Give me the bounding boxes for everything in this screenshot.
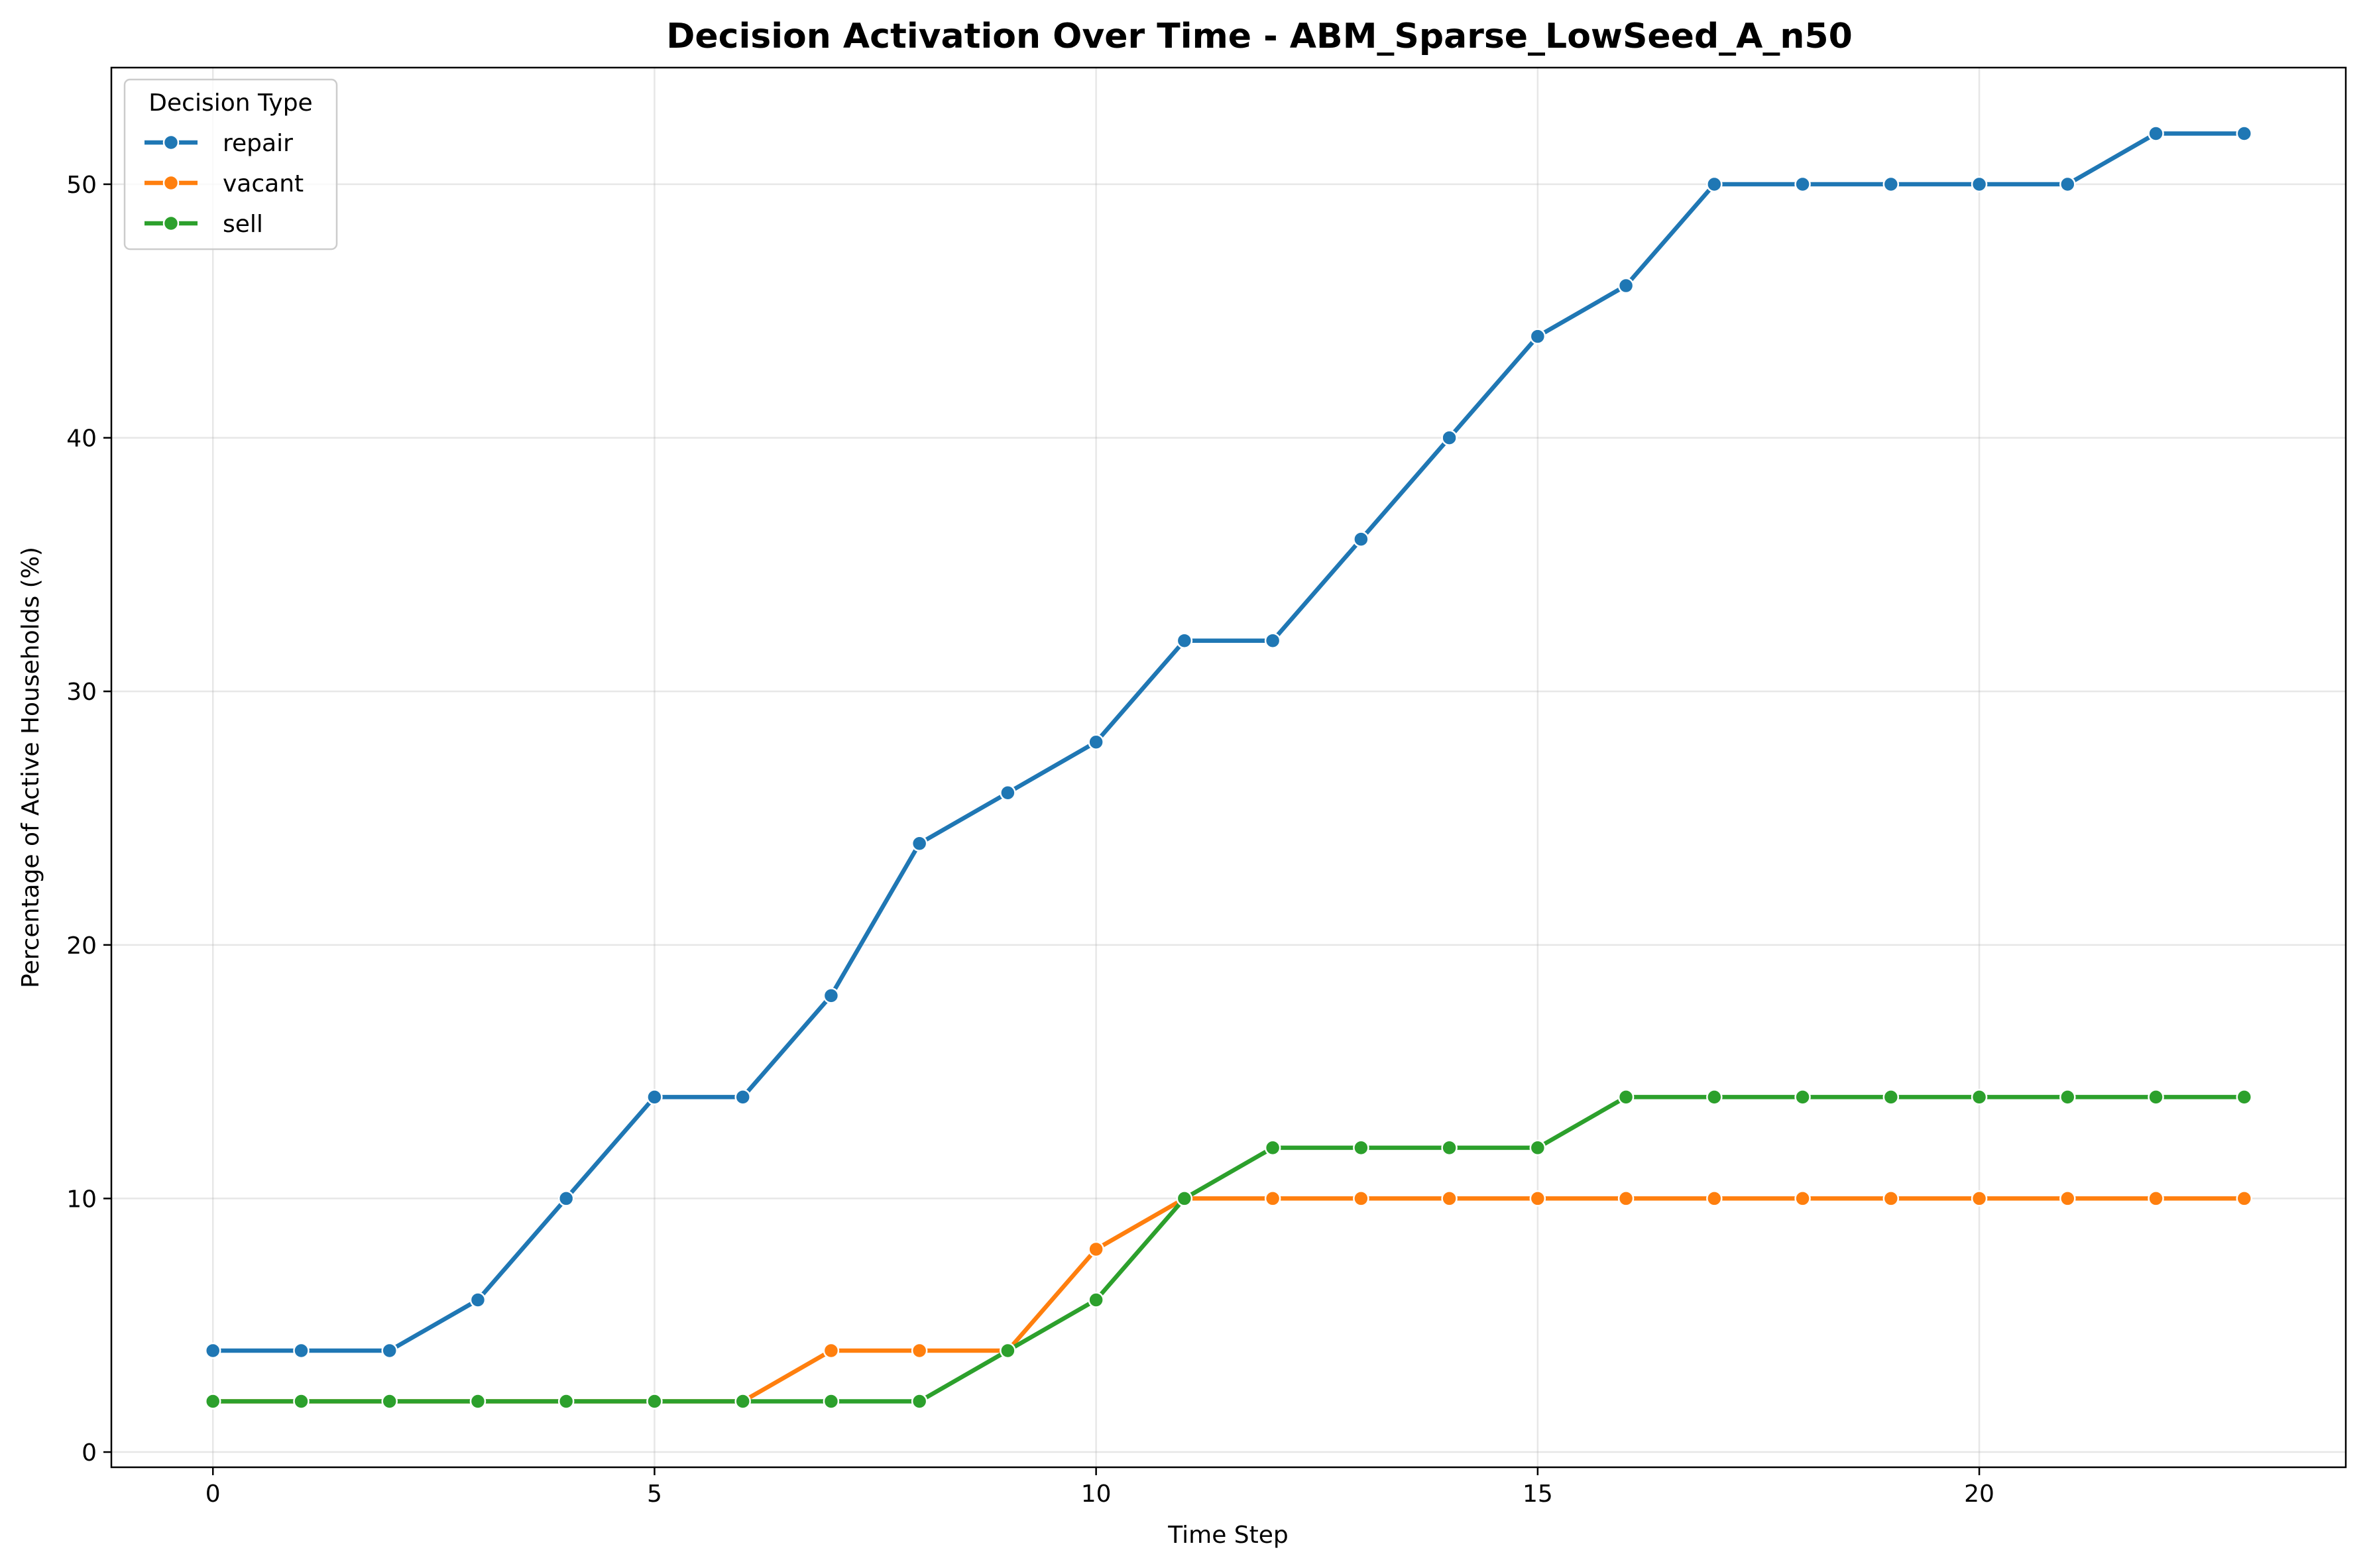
y-tick-label: 20 [66, 932, 97, 960]
vacant-point [1706, 1190, 1723, 1207]
legend-title: Decision Type [148, 89, 312, 117]
sell-point [1000, 1342, 1016, 1359]
repair-point [204, 1342, 221, 1359]
vacant-point [1353, 1190, 1369, 1207]
repair-point [911, 835, 928, 852]
sell-point [2236, 1089, 2253, 1105]
repair-point [2148, 125, 2164, 142]
repair-point [1353, 531, 1369, 547]
sell-point [1353, 1139, 1369, 1156]
x-tick-label: 15 [1523, 1481, 1553, 1508]
vacant-point [2236, 1190, 2253, 1207]
sell-line [210, 1095, 2247, 1404]
repair-point [823, 987, 840, 1004]
vacant-point [2148, 1190, 2164, 1207]
vacant-point [1088, 1241, 1104, 1258]
sell-point [1706, 1089, 1723, 1105]
y-tick-label: 10 [66, 1186, 97, 1213]
series-group [204, 125, 2253, 1410]
vacant-point [1441, 1190, 1458, 1207]
sell-point [1882, 1089, 1900, 1105]
sell-point [204, 1393, 221, 1410]
sell-point [1617, 1089, 1635, 1105]
repair-line [210, 131, 2247, 1353]
vacant-point [2059, 1190, 2076, 1207]
repair-point [646, 1089, 663, 1105]
sell-point [1088, 1292, 1104, 1308]
legend: Decision Type repair vacant sell [123, 78, 338, 251]
sell-point [1264, 1139, 1281, 1156]
x-tick-label: 5 [647, 1481, 662, 1508]
y-tick-label: 0 [82, 1439, 97, 1467]
series-repair [204, 125, 2253, 1359]
vacant-point [823, 1342, 840, 1359]
y-tick-label: 40 [66, 425, 97, 453]
vacant-point [1794, 1190, 1811, 1207]
sell-point [381, 1393, 398, 1410]
sell-point [1794, 1089, 1811, 1105]
repair-point [381, 1342, 398, 1359]
sell-point [2148, 1089, 2164, 1105]
sell-point [2059, 1089, 2076, 1105]
repair-point [1088, 734, 1104, 750]
legend-label-repair: repair [223, 130, 293, 157]
legend-label-sell: sell [223, 211, 263, 238]
x-axis-label: Time Step [1167, 1522, 1289, 1549]
repair-point [1441, 429, 1458, 446]
plot-frame [110, 66, 2347, 1469]
repair-point [557, 1190, 575, 1207]
repair-point [1794, 176, 1811, 193]
y-tick-label: 50 [66, 172, 97, 199]
vacant-point [1264, 1190, 1281, 1207]
repair-point [1000, 785, 1016, 801]
legend-marker-vacant [162, 174, 180, 192]
legend-box [123, 78, 338, 251]
sell-point [1971, 1089, 1988, 1105]
x-tick-label: 10 [1081, 1481, 1112, 1508]
legend-label-vacant: vacant [223, 170, 304, 197]
repair-point [2236, 125, 2253, 142]
repair-point [1176, 632, 1193, 649]
vacant-point [911, 1342, 928, 1359]
sell-point [1441, 1139, 1458, 1156]
repair-point [469, 1292, 487, 1308]
legend-marker-repair [162, 134, 180, 151]
x-tick-label: 20 [1964, 1481, 1994, 1508]
vacant-point [1529, 1190, 1546, 1207]
grid [111, 68, 2346, 1467]
vacant-point [1882, 1190, 1900, 1207]
sell-point [293, 1393, 310, 1410]
repair-point [1971, 176, 1988, 193]
series-sell [204, 1089, 2253, 1410]
sell-point [646, 1393, 663, 1410]
sell-point [469, 1393, 487, 1410]
repair-point [1264, 632, 1281, 649]
repair-point [293, 1342, 310, 1359]
x-tick-label: 0 [205, 1481, 221, 1508]
sell-point [823, 1393, 840, 1410]
sell-point [1176, 1190, 1193, 1207]
repair-point [2059, 176, 2076, 193]
sell-point [734, 1393, 751, 1410]
repair-point [1529, 328, 1546, 345]
repair-point [1706, 176, 1723, 193]
legend-marker-sell [162, 215, 180, 232]
y-tick-label: 30 [66, 679, 97, 706]
chart-title: Decision Activation Over Time - ABM_Spar… [666, 17, 1853, 56]
repair-point [1617, 277, 1635, 294]
vacant-point [1617, 1190, 1635, 1207]
sell-point [1529, 1139, 1546, 1156]
sell-point [557, 1393, 575, 1410]
vacant-point [1971, 1190, 1988, 1207]
sell-point [911, 1393, 928, 1410]
repair-point [1882, 176, 1900, 193]
axis-ticks: 0 5 10 15 20 0 10 20 30 40 50 [66, 172, 1994, 1508]
repair-point [734, 1089, 751, 1105]
y-axis-label: Percentage of Active Households (%) [17, 547, 44, 988]
